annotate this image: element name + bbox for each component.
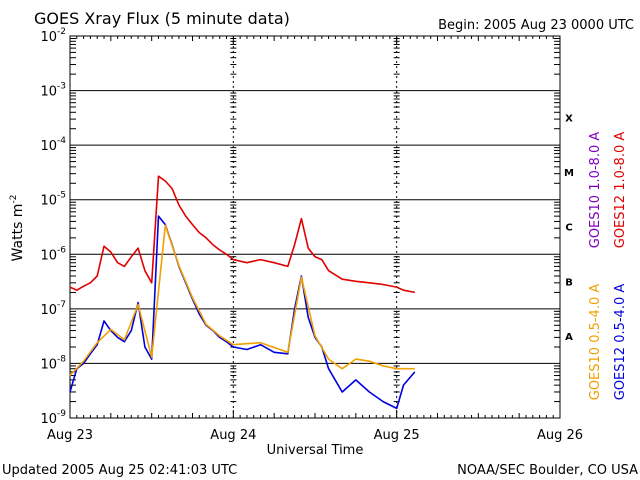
flare-class-labels: X M C B A — [564, 114, 574, 343]
begin-label: Begin: 2005 Aug 23 0000 UTC — [438, 18, 634, 33]
series-line-3 — [69, 224, 415, 377]
x-tick-label: Aug 23 — [47, 428, 93, 443]
y-tick-label: 10-2 — [40, 27, 66, 45]
plot-grid — [70, 35, 560, 419]
y-tick-label: 10-4 — [40, 136, 66, 154]
y-tick-label: 10-6 — [40, 245, 66, 263]
minor-ticks — [69, 36, 561, 418]
legend-entry: GOES10 1.0-8.0 A — [588, 132, 603, 249]
x-tick-labels: Aug 23 Aug 24 Aug 25 Aug 26 — [47, 428, 583, 443]
y-tick-label: 10-5 — [40, 191, 66, 209]
series-line-0 — [69, 175, 415, 294]
legend-entry: GOES12 0.5-4.0 A — [613, 284, 628, 401]
flare-class-label: C — [565, 223, 572, 234]
x-tick-label: Aug 25 — [374, 428, 420, 443]
plot-frame — [69, 35, 561, 419]
y-tick-labels: 10-2 10-3 10-4 10-5 10-6 10-7 10-8 10-9 — [40, 27, 66, 427]
y-tick-label: 10-8 — [40, 354, 66, 372]
flare-class-label: M — [564, 168, 574, 179]
x-axis-label: Universal Time — [267, 443, 364, 458]
series-line-2 — [69, 215, 416, 410]
x-tick-label: Aug 24 — [210, 428, 256, 443]
y-tick-label: 10-3 — [40, 82, 66, 100]
chart-title: GOES Xray Flux (5 minute data) — [34, 9, 290, 28]
y-tick-label: 10-9 — [40, 409, 66, 427]
x-tick-label: Aug 26 — [537, 428, 583, 443]
flare-class-label: X — [565, 114, 573, 125]
legend-entry: GOES12 1.0-8.0 A — [613, 132, 628, 249]
flare-class-label: B — [565, 277, 573, 288]
series-lines — [69, 175, 416, 410]
y-axis-label: Watts m-2 — [9, 195, 26, 262]
updated-text: Updated 2005 Aug 25 02:41:03 UTC — [2, 463, 237, 478]
y-tick-label: 10-7 — [40, 300, 66, 318]
flare-class-label: A — [565, 332, 573, 343]
credit-text: NOAA/SEC Boulder, CO USA — [457, 463, 638, 478]
legend: GOES12 1.0-8.0 A GOES10 1.0-8.0 A GOES12 0… — [588, 132, 628, 401]
legend-entry: GOES10 0.5-4.0 A — [588, 284, 603, 401]
